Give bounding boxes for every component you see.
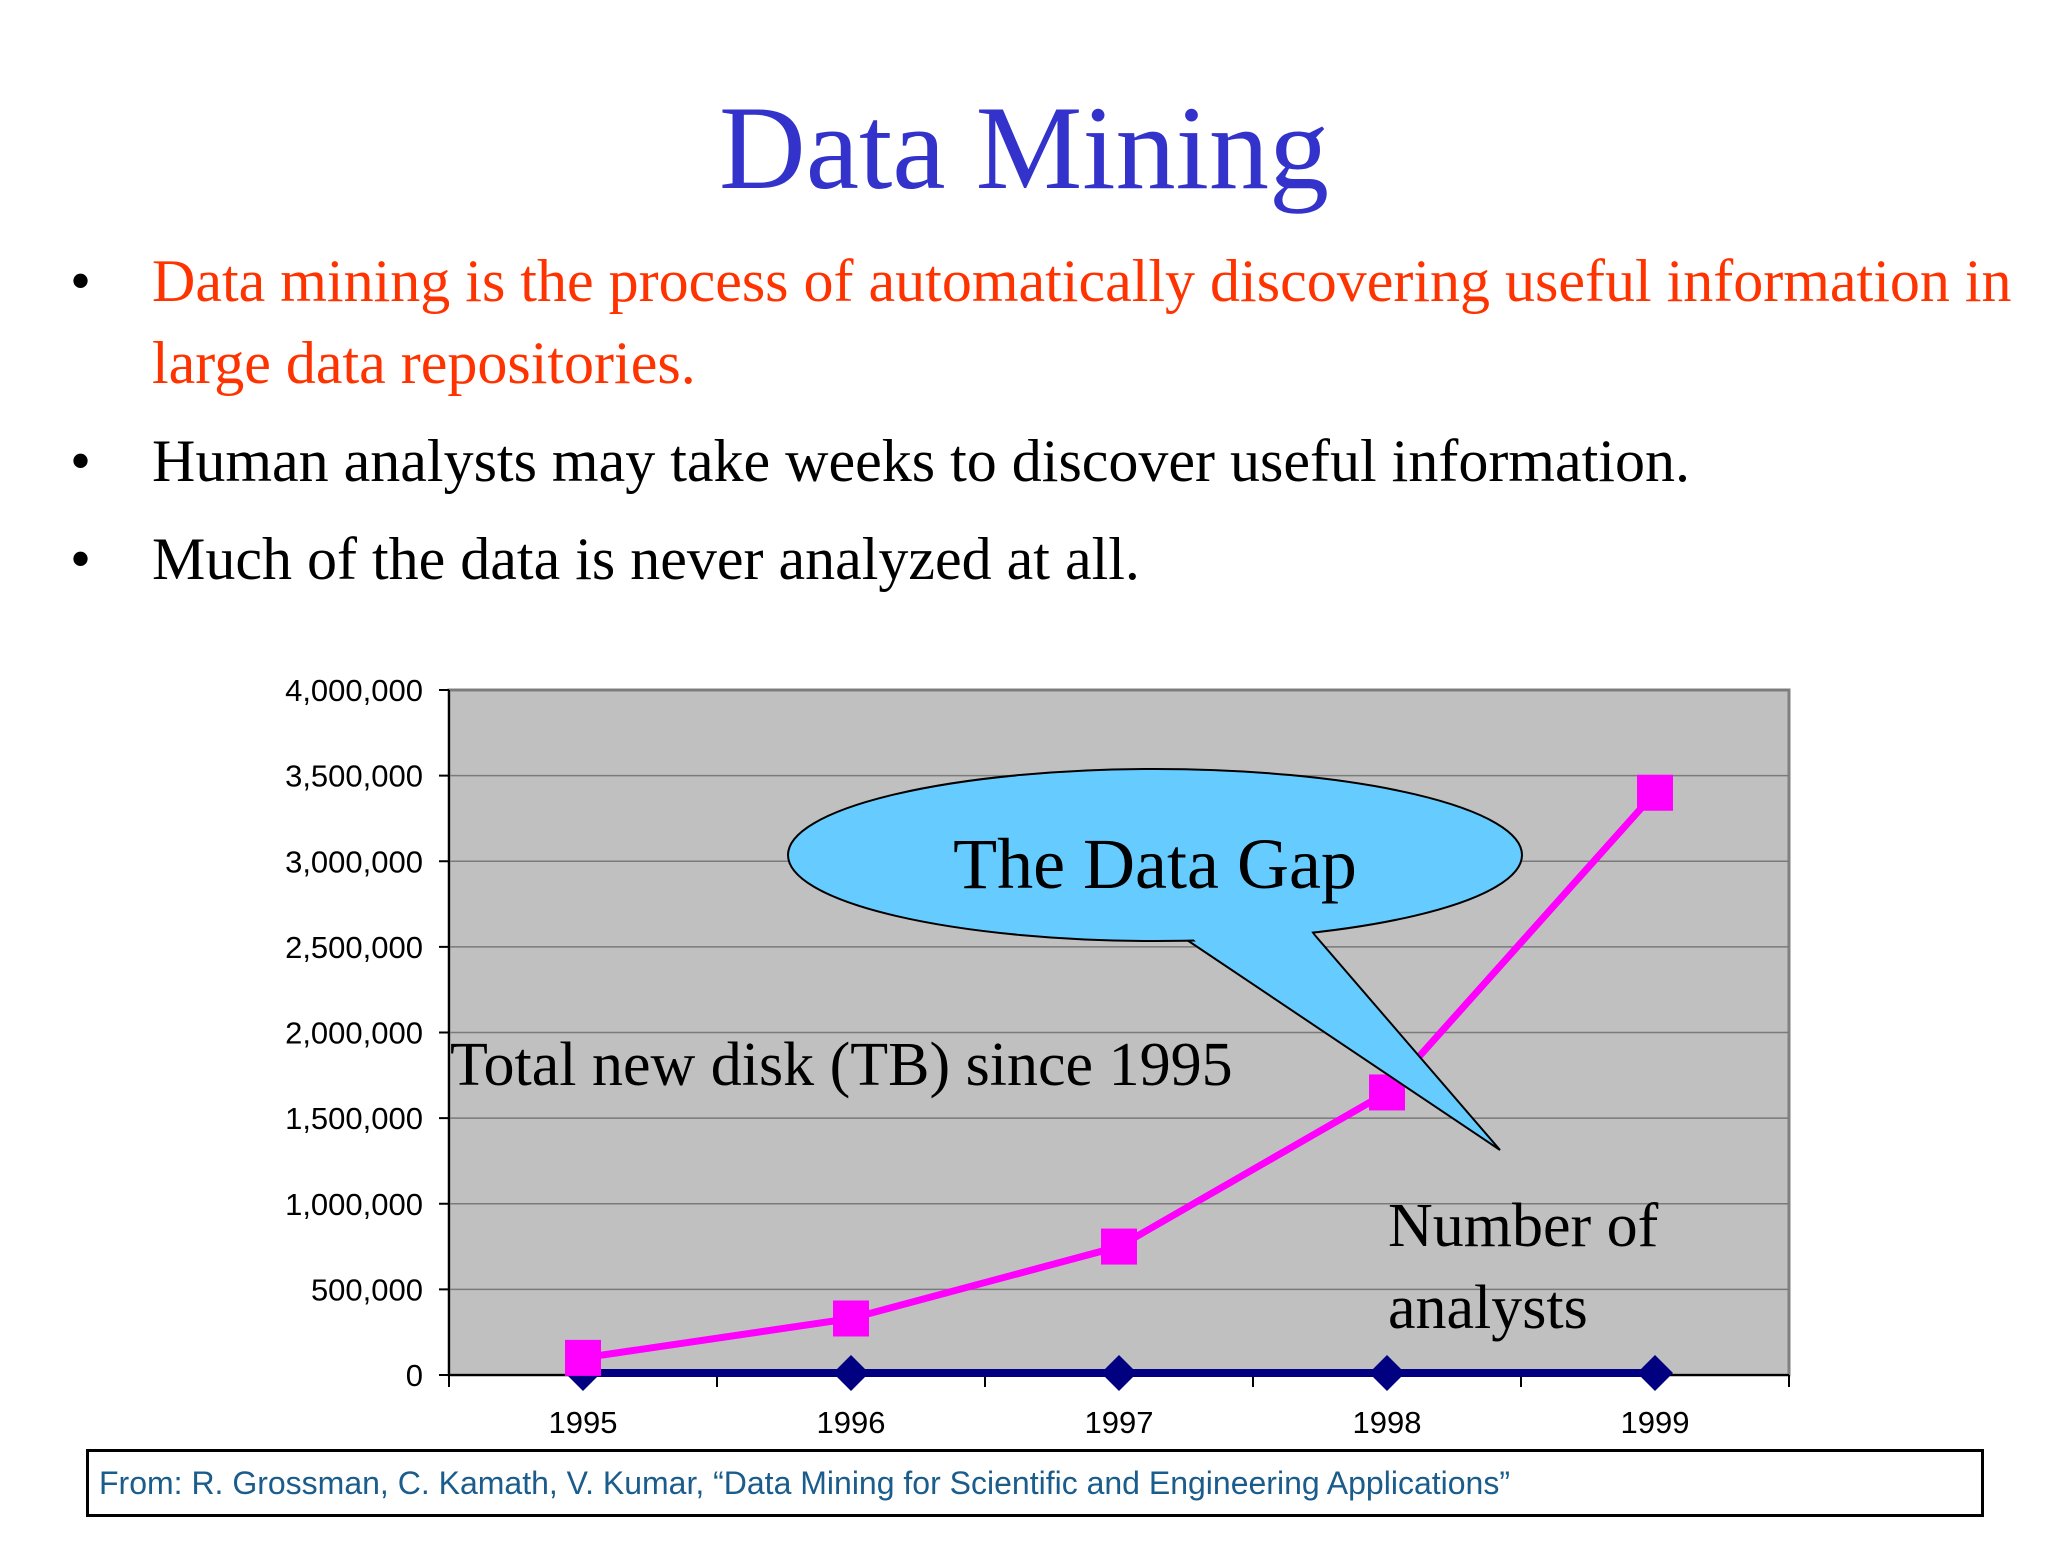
y-tick-label: 3,000,000 xyxy=(285,844,423,879)
x-tick-label: 1995 xyxy=(549,1405,618,1440)
analysts-label-line: Number of xyxy=(1388,1192,1659,1260)
bullet-list: • Data mining is the process of automati… xyxy=(70,240,2020,616)
disk-point xyxy=(1101,1228,1137,1265)
y-tick-label: 2,500,000 xyxy=(285,930,423,965)
x-tick-label: 1998 xyxy=(1353,1405,1422,1440)
y-tick-label: 500,000 xyxy=(311,1272,423,1307)
analysts-point xyxy=(1369,1355,1405,1391)
bullet-item: • Human analysts may take weeks to disco… xyxy=(70,420,2020,502)
bullet-item: • Much of the data is never analyzed at … xyxy=(70,518,2020,600)
bullet-marker: • xyxy=(70,526,92,592)
callout-text: The Data Gap xyxy=(953,824,1357,904)
disk-point xyxy=(833,1300,869,1337)
disk-series-label: Total new disk (TB) since 1995 xyxy=(450,1031,1233,1099)
y-tick-label: 2,000,000 xyxy=(285,1016,423,1051)
bullet-text: Much of the data is never analyzed at al… xyxy=(152,526,1140,592)
callout-bubble xyxy=(787,768,1523,942)
bullet-text: Human analysts may take weeks to discove… xyxy=(152,428,1690,494)
source-citation: From: R. Grossman, C. Kamath, V. Kumar, … xyxy=(86,1449,1984,1517)
bullet-item: • Data mining is the process of automati… xyxy=(70,240,2020,404)
analysts-point xyxy=(1637,1355,1673,1391)
callout-seam xyxy=(1190,930,1320,950)
y-tick-label: 1,500,000 xyxy=(285,1101,423,1136)
slide-title: Data Mining xyxy=(719,81,1329,214)
x-tick-label: 1999 xyxy=(1621,1405,1690,1440)
x-tick-label: 1997 xyxy=(1085,1405,1154,1440)
disk-point xyxy=(1637,774,1673,811)
analysts-point xyxy=(1101,1355,1137,1391)
y-tick-label: 3,500,000 xyxy=(285,759,423,794)
y-tick-label: 0 xyxy=(406,1358,423,1393)
disk-point xyxy=(565,1339,601,1376)
bullet-text: Data mining is the process of automatica… xyxy=(152,248,2012,396)
y-tick-label: 4,000,000 xyxy=(285,673,423,708)
y-tick-label: 1,000,000 xyxy=(285,1187,423,1222)
bullet-marker: • xyxy=(70,248,92,314)
analysts-point xyxy=(833,1355,869,1391)
x-tick-label: 1996 xyxy=(817,1405,886,1440)
analysts-label-line: analysts xyxy=(1388,1274,1588,1342)
bullet-marker: • xyxy=(70,428,92,494)
